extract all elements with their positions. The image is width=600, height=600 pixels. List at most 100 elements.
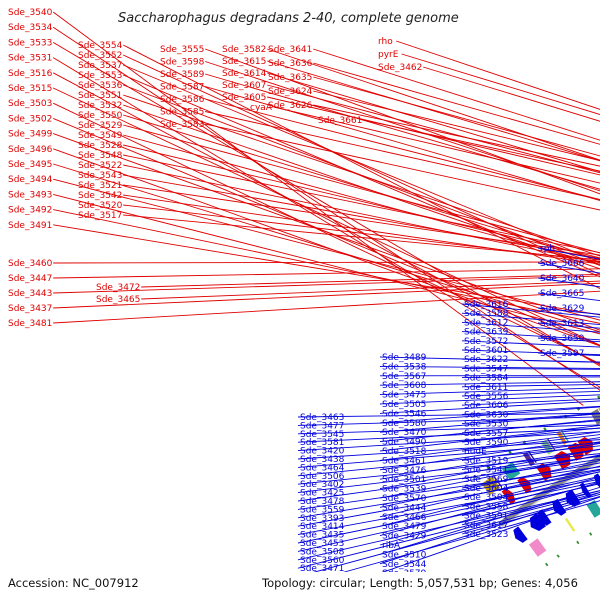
forward-gene-label: Sde_3534 bbox=[8, 23, 53, 33]
reverse-leader-line bbox=[461, 420, 600, 434]
forward-gene-label: Sde_3636 bbox=[268, 59, 313, 69]
reverse-gene-label: Sde_3612 bbox=[464, 318, 508, 328]
forward-gene-label: Sde_3548 bbox=[78, 151, 123, 161]
forward-leader-line bbox=[53, 133, 600, 331]
inner-feature-block bbox=[586, 500, 600, 518]
reverse-gene-label: Sde_3613 bbox=[540, 319, 584, 329]
reverse-gene-label: Sde_3478 bbox=[300, 497, 345, 507]
forward-gene-label: Sde_3583 bbox=[160, 120, 204, 130]
label-leader-lines bbox=[52, 11, 600, 586]
forward-leader-line bbox=[53, 224, 600, 316]
reverse-gene-label: Sde_3611 bbox=[464, 383, 508, 393]
forward-gene-label: Sde_3586 bbox=[160, 95, 205, 105]
forward-gene-label: Sde_3531 bbox=[8, 54, 52, 64]
reverse-leader-line bbox=[461, 321, 600, 333]
forward-leader-line bbox=[123, 204, 600, 262]
reverse-leader-line bbox=[297, 478, 600, 536]
forward-leader-line bbox=[123, 94, 600, 257]
forward-leader-line bbox=[123, 124, 600, 254]
reverse-leader-line bbox=[461, 367, 600, 370]
reverse-gene-label: Sde_3435 bbox=[300, 531, 344, 541]
forward-leader-line bbox=[123, 214, 600, 261]
forward-gene-label: Sde_3516 bbox=[8, 69, 53, 79]
reverse-leader-line bbox=[379, 356, 600, 363]
forward-leader-line bbox=[123, 144, 600, 259]
forward-gene-label: Sde_3661 bbox=[318, 116, 362, 126]
reverse-gene-label: Sde_3523 bbox=[464, 530, 508, 540]
reverse-leader-line bbox=[379, 387, 600, 396]
forward-leader-line bbox=[123, 84, 600, 267]
forward-gene-label: Sde_3542 bbox=[78, 191, 122, 201]
reverse-leader-line bbox=[379, 437, 600, 471]
reverse-gene-label: Sde_3453 bbox=[300, 539, 344, 549]
forward-leader-line bbox=[313, 62, 600, 145]
reverse-gene-label: Sde_3508 bbox=[300, 547, 345, 557]
forward-leader-line bbox=[123, 64, 600, 263]
forward-gene-label: Sde_3529 bbox=[78, 121, 123, 131]
forward-gene-label: Sde_3550 bbox=[78, 111, 123, 121]
forward-gene-label: Sde_3587 bbox=[160, 83, 204, 93]
forward-gene-label: Sde_3532 bbox=[78, 101, 122, 111]
reverse-gene-label: Sde_3393 bbox=[300, 514, 344, 524]
reverse-gene-label: Sde_3581 bbox=[300, 438, 344, 448]
reverse-leader-line bbox=[461, 376, 600, 379]
reverse-gene-label: Sde_3570 bbox=[382, 494, 427, 504]
reverse-leader-line bbox=[461, 490, 600, 526]
reverse-leader-line bbox=[461, 434, 600, 452]
reverse-gene-label: Sde_3504 bbox=[464, 493, 509, 503]
reverse-gene-label: Sde_3538 bbox=[382, 362, 427, 372]
forward-gene-label: Sde_3607 bbox=[222, 81, 266, 91]
forward-gene-label: Sde_3437 bbox=[8, 304, 52, 314]
reverse-leader-line bbox=[297, 491, 600, 569]
reverse-leader-line bbox=[461, 405, 600, 415]
forward-leader-line bbox=[401, 53, 600, 115]
outer-marker bbox=[543, 427, 547, 431]
forward-leader-line bbox=[123, 134, 600, 265]
reverse-leader-line bbox=[461, 398, 600, 406]
forward-leader-line bbox=[141, 280, 600, 300]
forward-leader-line bbox=[53, 261, 600, 264]
reverse-leader-line bbox=[379, 486, 600, 555]
reverse-leader-line bbox=[297, 455, 600, 494]
reverse-leader-line bbox=[461, 331, 600, 341]
forward-leader-line bbox=[123, 54, 600, 275]
reverse-gene-label: Sde_3545 bbox=[300, 430, 344, 440]
forward-gene-label: Sde_3493 bbox=[8, 190, 52, 200]
reverse-gene-label: Sde_3444 bbox=[382, 503, 427, 513]
forward-leader-line bbox=[123, 104, 600, 270]
forward-leader-line bbox=[52, 26, 600, 391]
reverse-leader-line bbox=[461, 390, 600, 397]
forward-gene-label: Sde_3515 bbox=[8, 84, 52, 94]
reverse-gene-label: Sde_3584 bbox=[464, 374, 509, 384]
forward-gene-label: Sde_3443 bbox=[8, 289, 52, 299]
forward-gene-label: Sde_3553 bbox=[78, 71, 122, 81]
forward-gene-label: Sde_3495 bbox=[8, 160, 52, 170]
footer-background bbox=[0, 572, 600, 600]
forward-gene-label: Sde_3626 bbox=[268, 101, 313, 111]
forward-leader-line bbox=[267, 48, 600, 161]
forward-leader-line bbox=[205, 73, 600, 190]
reverse-gene-label: Sde_3489 bbox=[382, 353, 427, 363]
reverse-gene-label: Sde_3639 bbox=[464, 328, 509, 338]
reverse-gene-label: Sde_3471 bbox=[300, 564, 344, 574]
reverse-leader-line bbox=[379, 365, 600, 369]
forward-gene-arrow bbox=[567, 442, 584, 461]
reverse-gene-arrow bbox=[529, 513, 546, 531]
reverse-gene-label: Sde_3606 bbox=[464, 401, 509, 411]
forward-leader-line bbox=[53, 275, 600, 294]
reverse-gene-label: Sde_3501 bbox=[382, 475, 426, 485]
map-title: Saccharophagus degradans 2-40, complete … bbox=[118, 11, 459, 26]
inner-marker bbox=[589, 532, 593, 536]
forward-leader-line bbox=[313, 104, 600, 167]
reverse-leader-line bbox=[297, 439, 600, 460]
forward-gene-label: Sde_3554 bbox=[78, 41, 123, 51]
forward-leader-line bbox=[52, 42, 600, 367]
forward-gene-label: pyrE bbox=[378, 50, 399, 60]
reverse-gene-label: Sde_3466 bbox=[382, 513, 427, 523]
forward-leader-line bbox=[123, 74, 600, 278]
reverse-gene-label: Sde_3622 bbox=[464, 355, 508, 365]
forward-gene-label: cyaA bbox=[250, 103, 273, 113]
reverse-gene-label: Sde_3569 bbox=[464, 475, 509, 485]
reverse-leader-line bbox=[297, 458, 600, 502]
